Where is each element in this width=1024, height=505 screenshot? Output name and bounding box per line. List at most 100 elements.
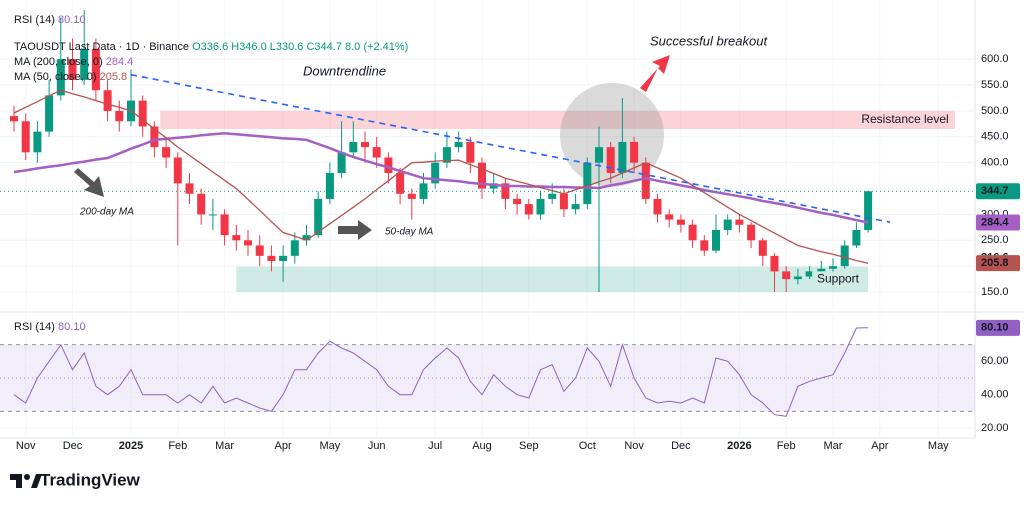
candle-body xyxy=(21,121,30,153)
price-tag: 344.7 xyxy=(981,185,1009,197)
rsi-legend: RSI (14) 80.10 xyxy=(14,321,86,333)
x-tick-label: Apr xyxy=(275,440,292,452)
ma200-name: MA (200, close, 0) xyxy=(14,56,103,68)
candle-body xyxy=(244,240,252,246)
x-tick-label: Nov xyxy=(16,440,36,452)
candle-body xyxy=(793,276,802,280)
trendline-label: Downtrendline xyxy=(303,63,386,78)
candle-body xyxy=(255,245,264,256)
x-tick-label: Nov xyxy=(624,440,644,452)
candle-body xyxy=(829,266,837,269)
y-tick-label: 400.0 xyxy=(981,157,1009,169)
candle-body xyxy=(524,204,533,215)
candle-body xyxy=(864,191,873,230)
candle-body xyxy=(185,183,194,194)
candle-body xyxy=(840,245,849,267)
rsi-tick-label: 60.00 xyxy=(981,355,1009,367)
candle-body xyxy=(68,59,77,80)
x-tick-label: Aug xyxy=(472,440,492,452)
candle-body xyxy=(10,116,18,122)
candle-body xyxy=(162,147,171,158)
trendline xyxy=(130,73,891,223)
ma200-tag: 284.4 xyxy=(981,216,1009,228)
candle-body xyxy=(396,173,405,194)
candle-body xyxy=(688,224,697,241)
ma50-legend: MA (50, close, 0) 205.8 xyxy=(14,71,127,83)
candle-body xyxy=(267,255,276,262)
y-tick-label: 150.0 xyxy=(981,286,1009,298)
rsi-name: RSI (14) xyxy=(14,321,55,333)
x-tick-label: Jul xyxy=(428,440,442,452)
candle-body xyxy=(571,204,580,210)
rsi-name: RSI (14) xyxy=(14,14,55,26)
candle-body xyxy=(817,268,826,272)
candle-body xyxy=(208,214,217,216)
candle-body xyxy=(618,141,627,174)
candle-body xyxy=(419,183,428,199)
rsi-value: 80.10 xyxy=(58,14,86,26)
ma50-tag: 205.8 xyxy=(981,257,1009,269)
candle-body xyxy=(454,141,463,148)
ma200-tag-bg xyxy=(976,214,1020,231)
candle-body xyxy=(325,173,334,199)
candle-body xyxy=(606,147,615,174)
resistance-label: Resistance level xyxy=(861,112,948,126)
ma200-label: 200-day MA xyxy=(79,207,134,218)
candle-body xyxy=(220,214,229,236)
candle-body xyxy=(197,193,206,215)
x-tick-label: Feb xyxy=(168,440,187,452)
y-tick-label: 500.0 xyxy=(981,105,1009,117)
candle-body xyxy=(115,110,124,122)
candle-body xyxy=(852,229,861,246)
candle-body xyxy=(536,198,545,215)
candle-body xyxy=(173,157,182,184)
candle-body xyxy=(290,240,299,256)
ohlc: O336.6 H346.0 L330.6 C344.7 8.0 (+2.41%) xyxy=(192,41,408,53)
candle-body xyxy=(630,141,639,163)
ma50-tag-bg xyxy=(976,255,1020,272)
rsi-pane xyxy=(0,327,975,429)
price-pane xyxy=(0,10,975,293)
candle-body xyxy=(361,141,369,148)
rsi-tick-label: 20.00 xyxy=(981,422,1009,434)
candle-body xyxy=(747,224,756,241)
candle-body xyxy=(641,162,650,199)
candle-body xyxy=(478,162,486,189)
x-tick-label: Apr xyxy=(871,440,888,452)
candle-body xyxy=(45,95,54,132)
candle-body xyxy=(712,229,720,251)
candle-body xyxy=(138,100,147,127)
x-tick-label: Mar xyxy=(215,440,234,452)
rsi-tag-bg xyxy=(976,319,1020,336)
ma50-line xyxy=(13,89,869,264)
x-tick-label: Mar xyxy=(824,440,843,452)
breakout-label: Successful breakout xyxy=(650,33,768,48)
y-tick-label: 450.0 xyxy=(981,131,1009,143)
ma200-legend: MA (200, close, 0) 284.4 xyxy=(14,56,133,68)
ma200-arrow xyxy=(74,168,104,197)
rsi-line xyxy=(13,327,869,417)
x-tick-label: 2025 xyxy=(119,440,143,452)
x-tick-label: Dec xyxy=(63,440,83,452)
ma50-label: 50-day MA xyxy=(385,227,434,238)
ma50-arrow xyxy=(338,220,372,240)
candle-body xyxy=(150,126,159,148)
candle-body xyxy=(232,235,241,241)
breakout-arrow xyxy=(640,55,670,92)
candle-body xyxy=(349,141,358,153)
candle-body xyxy=(302,235,311,241)
price-tag-bg xyxy=(976,183,1020,200)
candle-body xyxy=(723,219,732,230)
x-tick-label: Sep xyxy=(519,440,539,452)
x-tick-label: Jun xyxy=(368,440,386,452)
candle-body xyxy=(431,162,440,184)
candle-body xyxy=(559,193,568,210)
candle-body xyxy=(314,198,323,236)
rsi-top-name: RSI (14) 80.10 xyxy=(14,14,86,26)
candle-body xyxy=(595,147,603,163)
candle-body xyxy=(337,152,346,174)
y-tick-label: 600.0 xyxy=(981,53,1009,65)
rsi-tag: 80.10 xyxy=(981,322,1009,334)
